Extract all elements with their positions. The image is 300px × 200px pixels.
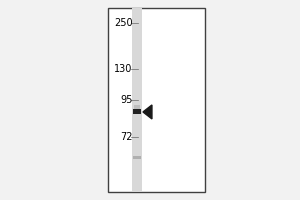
Bar — [108, 8, 205, 192]
Polygon shape — [143, 105, 152, 119]
Bar — [134, 105, 140, 109]
Text: 95: 95 — [120, 95, 133, 105]
Text: 250: 250 — [114, 18, 133, 28]
Bar — [132, 8, 142, 192]
Text: 130: 130 — [114, 64, 133, 74]
Text: 72: 72 — [120, 132, 133, 142]
Bar — [133, 156, 141, 159]
Bar — [133, 109, 141, 114]
